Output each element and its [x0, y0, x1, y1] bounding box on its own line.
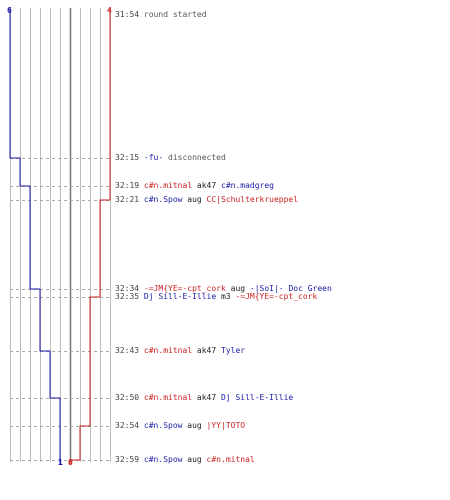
event-time: 32:50 [115, 393, 140, 402]
event-time: 32:54 [115, 421, 140, 430]
player-name: c#n.madgreg [221, 181, 274, 190]
player-name: disconnected [163, 153, 226, 162]
player-name: c#n.Spow [143, 455, 183, 464]
event-row: 32:35 Dj Sill-E-Illie m3 -=JM{YE=-cpt_co… [115, 291, 317, 303]
event-time: 31:54 [115, 10, 140, 19]
player-name: c#n.Spow [143, 421, 183, 430]
blue-start-count: 6 [7, 6, 12, 15]
player-name: c#n.mitnal [206, 455, 255, 464]
weapon-name: ak47 [192, 393, 221, 402]
event-time: 32:43 [115, 346, 140, 355]
red-start-count: 4 [107, 6, 112, 15]
event-row: 32:15 -fu- disconnected [115, 152, 226, 164]
player-name: c#n.Spow [143, 195, 183, 204]
player-name: CC|Schulterkrueppel [206, 195, 299, 204]
event-time: 32:34 [115, 284, 140, 293]
player-name: |YY|TOTO [206, 421, 246, 430]
event-row: 32:43 c#n.mitnal ak47 Tyler [115, 345, 245, 357]
player-name: -=JM{YE=-cpt_cork [235, 292, 318, 301]
event-time: 32:21 [115, 195, 140, 204]
event-row: 32:34 -=JM{YE=-cpt_cork aug -|SoI|- Doc … [115, 283, 332, 295]
event-row: 32:54 c#n.Spow aug |YY|TOTO [115, 420, 245, 432]
player-name: -|SoI|- Doc Green [249, 284, 332, 293]
event-row: 32:19 c#n.mitnal ak47 c#n.madgreg [115, 180, 274, 192]
weapon-name: aug [225, 284, 250, 293]
blue-team-line [9, 8, 61, 465]
weapon-name: aug [182, 195, 207, 204]
event-row: 32:59 c#n.Spow aug c#n.mitnal [115, 454, 255, 466]
event-time: 32:19 [115, 181, 140, 190]
event-time: 32:15 [115, 153, 140, 162]
player-name: c#n.mitnal [143, 393, 193, 402]
player-name: round started [143, 10, 207, 19]
event-row: 32:21 c#n.Spow aug CC|Schulterkrueppel [115, 194, 298, 206]
weapon-name: m3 [216, 292, 236, 301]
event-row: 32:50 c#n.mitnal ak47 Dj Sill-E-Illie [115, 392, 293, 404]
player-name: -=JM{YE=-cpt_cork [143, 284, 226, 293]
weapon-name: aug [182, 455, 207, 464]
weapon-name: ak47 [192, 181, 221, 190]
player-name: Tyler [221, 346, 246, 355]
blue-end-count: 1 [58, 458, 63, 467]
event-time: 32:59 [115, 455, 140, 464]
red-team-line [69, 8, 111, 465]
event-time: 32:35 [115, 292, 140, 301]
player-name: Dj Sill-E-Illie [221, 393, 294, 402]
player-name: c#n.mitnal [143, 181, 193, 190]
player-name: c#n.mitnal [143, 346, 193, 355]
event-row: 31:54 round started [115, 9, 207, 21]
red-end-count: 0 [68, 458, 73, 467]
weapon-name: aug [182, 421, 207, 430]
player-name: -fu- [143, 153, 164, 162]
weapon-name: ak47 [192, 346, 221, 355]
player-name: Dj Sill-E-Illie [143, 292, 217, 301]
